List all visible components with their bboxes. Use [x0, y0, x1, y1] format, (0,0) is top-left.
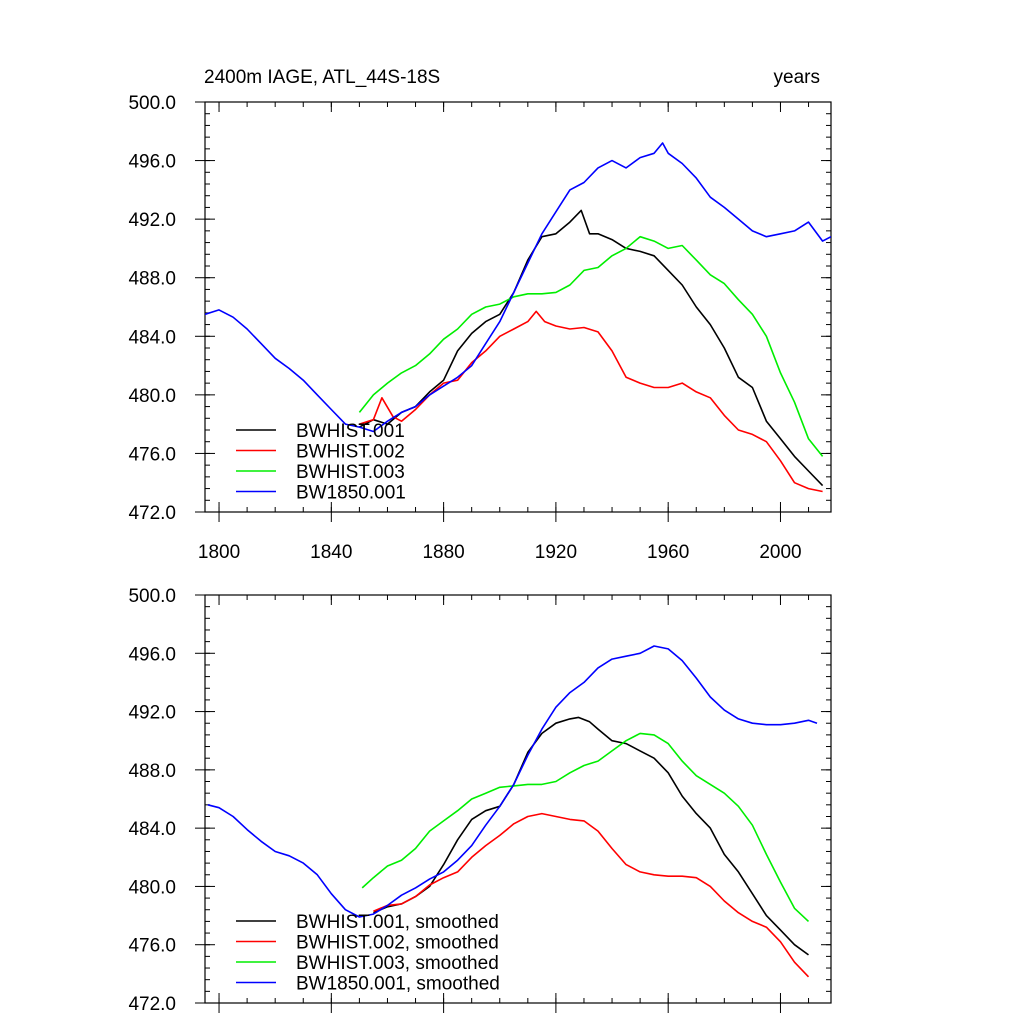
y-tick-label: 472.0 — [128, 503, 176, 524]
legend-label: BWHIST.002 — [296, 442, 405, 463]
chart-title: 2400m IAGE, ATL_44S-18S — [204, 67, 440, 88]
legend-label: BWHIST.002, smoothed — [296, 933, 499, 954]
x-tick-label: 1960 — [647, 542, 689, 563]
top-panel: 2400m IAGE, ATL_44S-18S years 472.0 476.0… — [128, 67, 832, 563]
y-tick-label: 472.0 — [128, 994, 176, 1015]
legend-label: BWHIST.001 — [296, 421, 405, 442]
x-tick-label: 1800 — [198, 542, 240, 563]
y-tick-label: 496.0 — [128, 152, 176, 173]
series-line-bw1850-001 — [205, 142, 831, 433]
legend-label: BW1850.001 — [296, 483, 406, 504]
series-line-bwhist-003-smoothed — [361, 732, 810, 922]
y-tick-label: 492.0 — [128, 703, 176, 724]
legend-label: BWHIST.003, smoothed — [296, 953, 499, 974]
series-line-bwhist-003 — [358, 235, 824, 457]
y-tick-label: 488.0 — [128, 761, 176, 782]
y-tick-label: 476.0 — [128, 936, 176, 957]
x-tick-label: 1840 — [310, 542, 352, 563]
series-line-bwhist-001 — [359, 209, 824, 487]
y-tick-label: 484.0 — [128, 819, 176, 840]
plot-frame — [204, 101, 832, 513]
y-tick-label: 476.0 — [128, 444, 176, 465]
y-tick-label: 480.0 — [128, 386, 176, 407]
series-line-bw1850-001-smoothed — [207, 645, 818, 918]
series-line-bwhist-001-smoothed — [373, 716, 809, 956]
x-tick-label: 1920 — [535, 542, 577, 563]
y-tick-label: 496.0 — [128, 644, 176, 665]
bottom-panel: 472.0 476.0 480.0 484.0 488.0 492.0 496.0 500.0… — [128, 586, 832, 1015]
legend-label: BWHIST.001, smoothed — [296, 912, 499, 933]
legend-label: BW1850.001, smoothed — [296, 974, 500, 995]
y-tick-label: 480.0 — [128, 877, 176, 898]
y-tick-label: 500.0 — [128, 586, 176, 607]
y-tick-label: 488.0 — [128, 269, 176, 290]
y-tick-label: 492.0 — [128, 210, 176, 231]
units-label: years — [774, 67, 820, 88]
plot-frame — [204, 594, 832, 1004]
x-tick-label: 2000 — [759, 542, 801, 563]
series-line-bwhist-002-smoothed — [373, 812, 810, 978]
y-tick-label: 484.0 — [128, 327, 176, 348]
y-tick-label: 500.0 — [128, 93, 176, 114]
x-tick-label: 1880 — [422, 542, 464, 563]
series-line-bwhist-002 — [359, 310, 823, 493]
legend-label: BWHIST.003 — [296, 462, 405, 483]
